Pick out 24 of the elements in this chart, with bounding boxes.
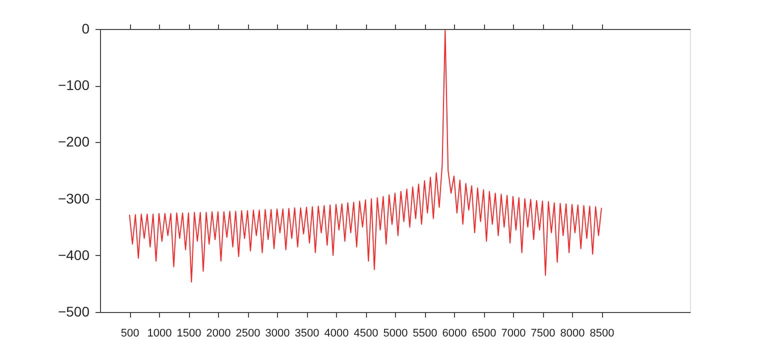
y-tick-label: −300	[58, 190, 90, 206]
x-tick-label: 5500	[412, 328, 438, 340]
y-tick-label: −100	[58, 77, 90, 94]
y-tick-label: −200	[58, 134, 90, 150]
x-tick-label: 3500	[294, 328, 320, 340]
x-tick-label: 8500	[590, 328, 614, 340]
x-tick-label: 5000	[383, 328, 408, 340]
line-series	[129, 30, 602, 282]
y-tick-label: −500	[58, 304, 90, 320]
x-tick-label: 1000	[147, 328, 172, 340]
x-tick-label: 4000	[324, 328, 349, 340]
x-tick-label: 500	[120, 328, 140, 340]
x-tick-label: 6000	[442, 328, 467, 340]
x-tick-label: 7500	[530, 328, 556, 340]
x-tick-label: 3000	[265, 328, 290, 340]
x-tick-label: 4500	[354, 328, 378, 340]
x-tick-label: 2500	[236, 328, 260, 340]
x-tick-label: 6500	[472, 328, 496, 340]
x-tick-label: 1500	[176, 328, 202, 340]
x-tick-label: 8000	[560, 328, 585, 340]
y-tick-label: −400	[58, 246, 90, 263]
x-tick-label: 2000	[206, 328, 231, 340]
x-tick-label: 7000	[501, 328, 526, 340]
y-tick-label: 0	[82, 20, 90, 36]
